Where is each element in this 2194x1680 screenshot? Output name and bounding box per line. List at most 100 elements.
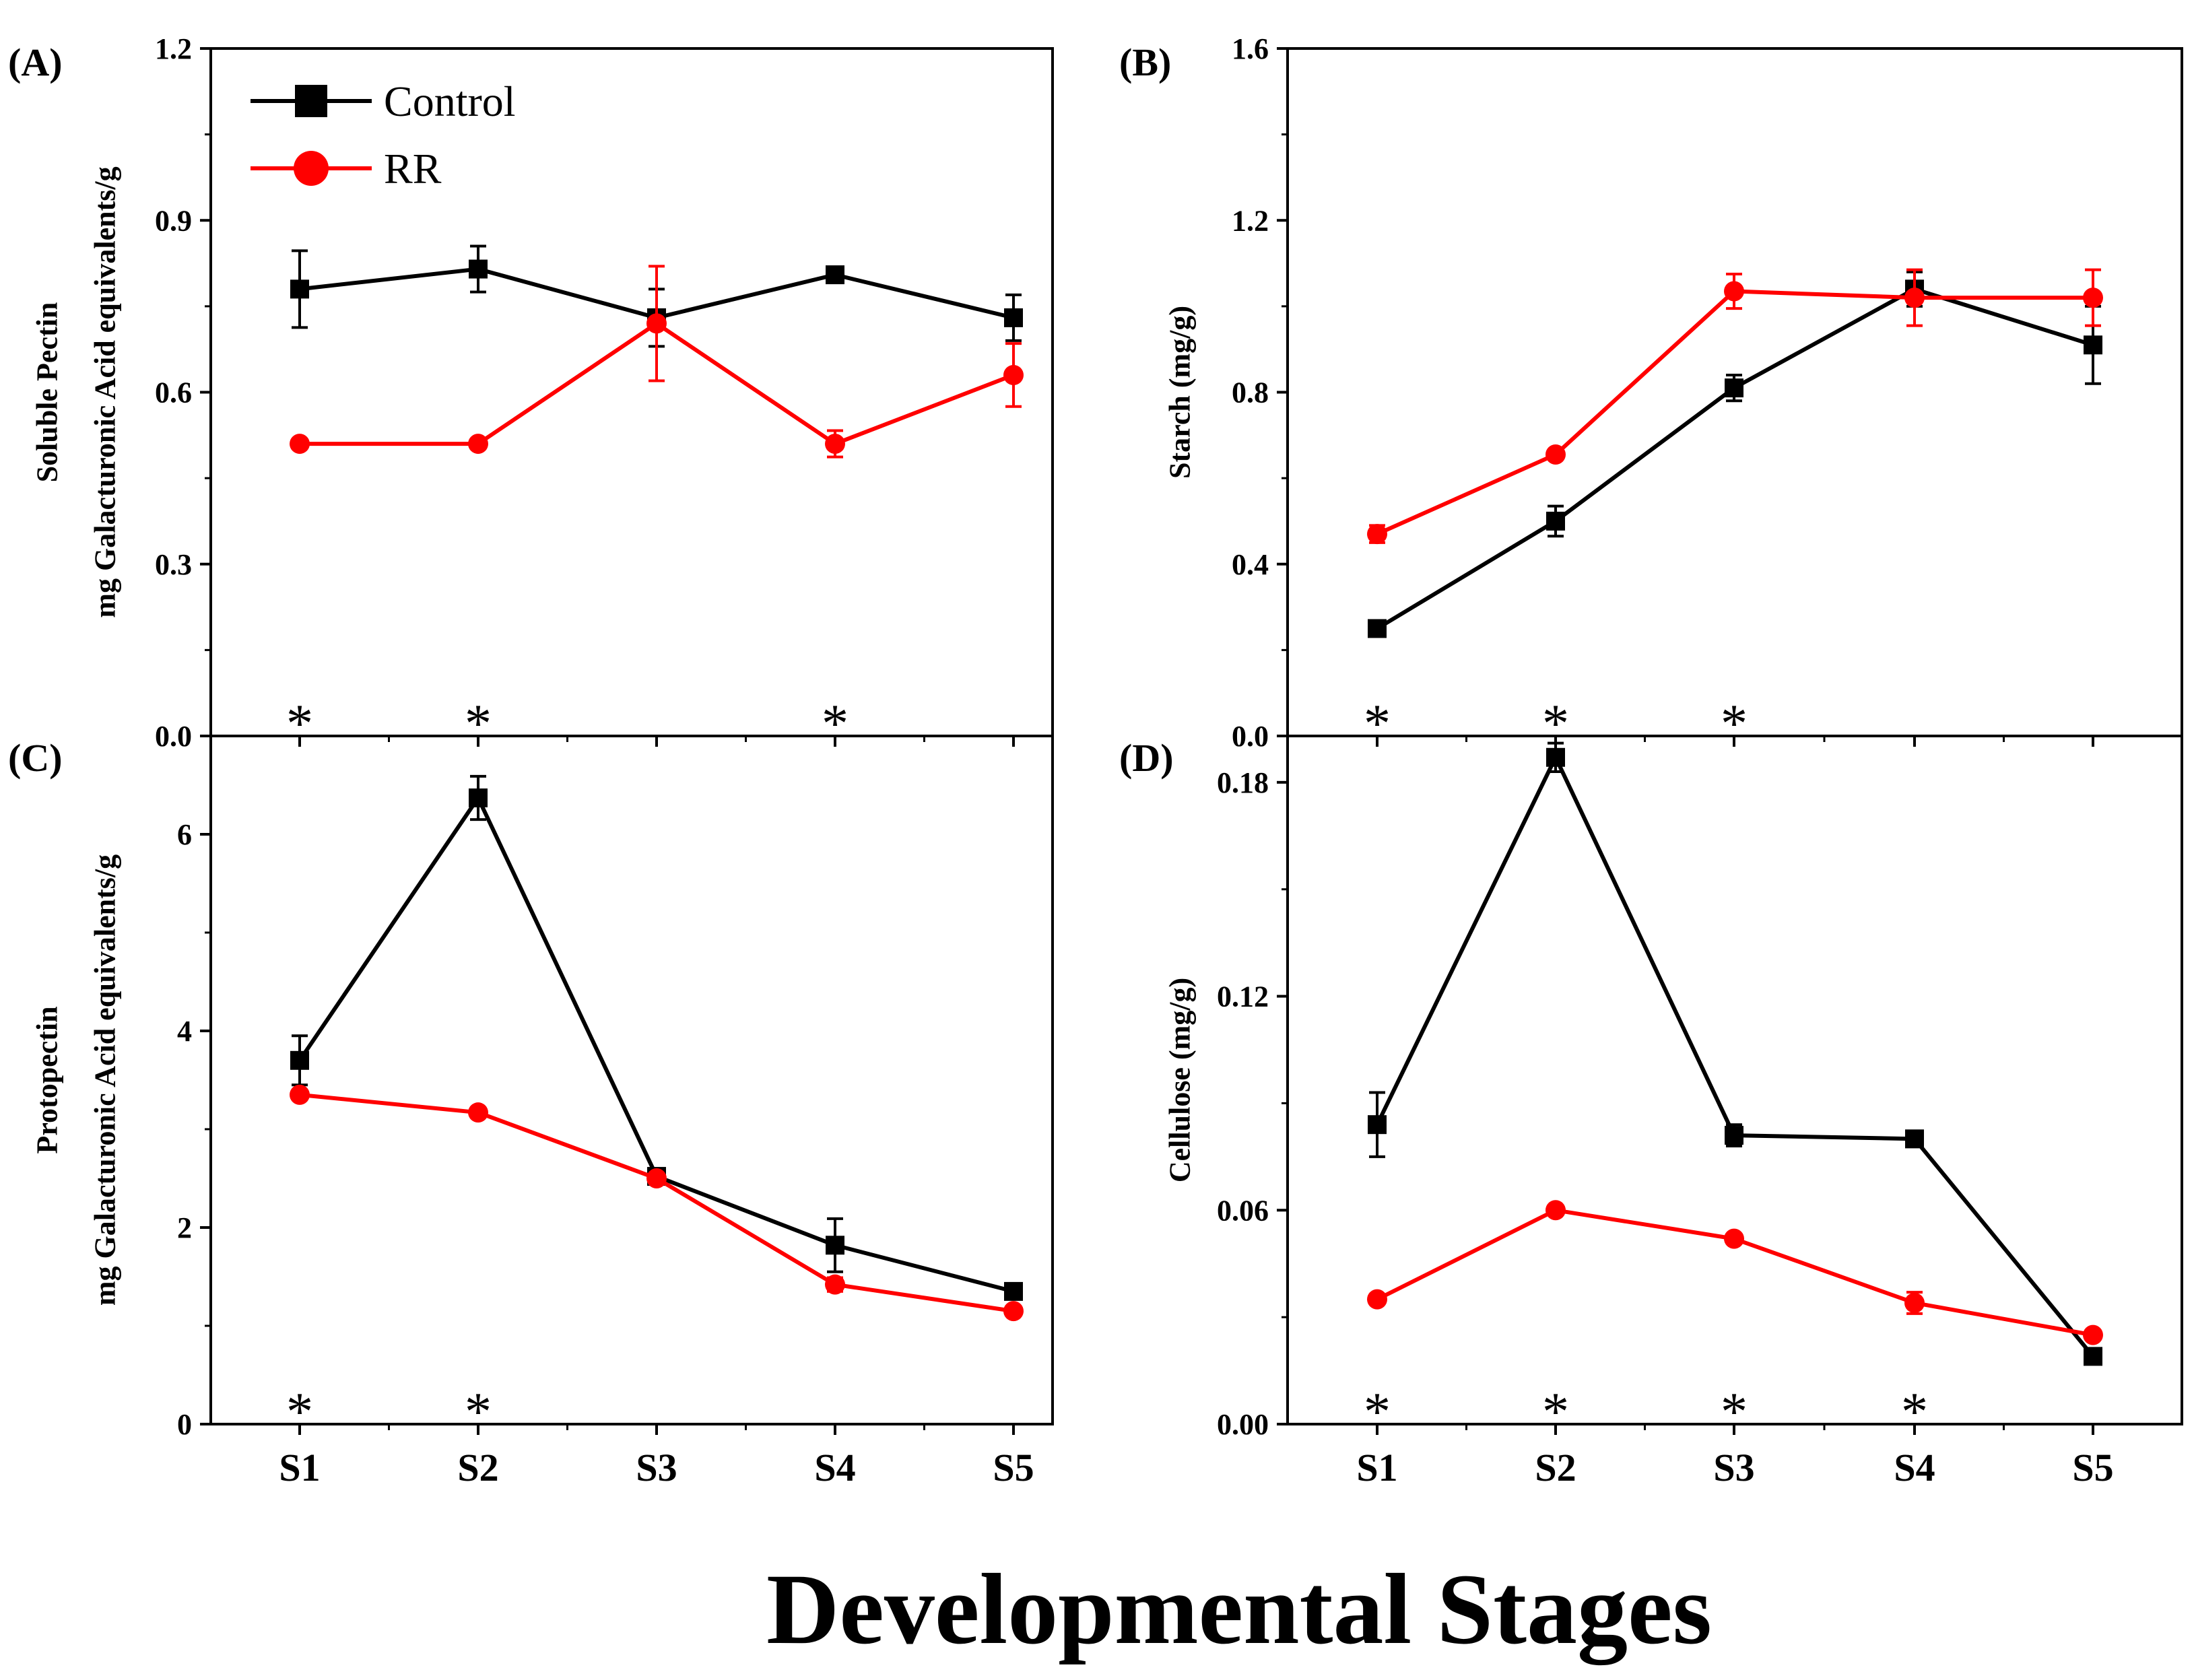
data-point (1004, 1281, 1023, 1301)
data-point (1367, 524, 1387, 545)
plot-frame (1286, 735, 2183, 1425)
x-tick-label: S5 (993, 1446, 1034, 1489)
significance-star: * (1721, 694, 1748, 753)
series-control (1368, 270, 2102, 638)
data-point (646, 313, 667, 334)
panel-label: (C) (8, 736, 63, 780)
y-tick-label: 1.2 (155, 32, 192, 65)
data-point (1367, 1289, 1387, 1310)
significance-star: * (1364, 694, 1391, 753)
data-point (1003, 364, 1024, 385)
plot-frame (209, 735, 1054, 1425)
y-tick-label: 4 (177, 1015, 192, 1048)
y-tick-label: 0.9 (155, 204, 192, 237)
data-point (2083, 1324, 2103, 1345)
series-rr (290, 1084, 1024, 1322)
data-point (826, 1236, 844, 1255)
y-tick-label: 1.2 (1232, 204, 1269, 237)
data-point (1724, 1228, 1744, 1249)
data-point (1904, 1292, 1925, 1313)
data-point (468, 1102, 488, 1123)
x-tick-label: S5 (2072, 1446, 2113, 1489)
figure-x-axis-title: Developmental Stages (766, 1553, 1712, 1665)
series-control (290, 774, 1023, 1301)
significance-star: * (286, 694, 313, 753)
y-tick-label: 0.3 (155, 548, 192, 581)
panel-b: 0.00.40.81.21.6(B)Starch (mg/g)* * * (1119, 32, 2183, 753)
y-tick-label: 0.0 (1232, 720, 1269, 753)
legend-marker (294, 151, 329, 186)
x-tick-label: S2 (1535, 1446, 1576, 1489)
data-point (1368, 1115, 1387, 1135)
y-tick-label: 0.0 (155, 720, 192, 753)
data-point (1724, 281, 1744, 302)
panel-label: (A) (8, 40, 63, 84)
x-tick-label: S1 (279, 1446, 320, 1489)
x-tick-label: S4 (1894, 1446, 1935, 1489)
data-point (1003, 1301, 1024, 1322)
y-axis-title: mg Galacturonic Acid equivalents/g (89, 166, 122, 617)
data-point (826, 265, 844, 285)
panel-label: (B) (1119, 40, 1171, 84)
y-axis-title: Soluble Pectin (31, 302, 64, 483)
significance-star: * (1721, 1382, 1748, 1442)
series-control (1368, 741, 2102, 1366)
data-point (1904, 288, 1925, 308)
x-tick-label: S1 (1356, 1446, 1397, 1489)
panels-layer: 0.0 0.3 0.6 0.9 1.2 (A) Soluble Pectin mg Galac… (8, 32, 2183, 1489)
y-tick-label: 0.00 (1217, 1408, 1269, 1441)
data-point (1545, 444, 1566, 465)
data-point (1545, 1200, 1566, 1221)
y-axis-title: Protopectin (31, 1006, 64, 1153)
series-line (1376, 289, 2093, 536)
series-rr (1367, 1200, 2103, 1345)
legend: Control RR (251, 77, 516, 193)
panel-a: 0.0 0.3 0.6 0.9 1.2 (A) Soluble Pectin mg Galac… (8, 32, 1054, 753)
significance-star: * (1542, 1382, 1569, 1442)
data-point (2084, 335, 2102, 355)
data-point (1725, 1126, 1743, 1145)
data-point (290, 1050, 309, 1070)
y-axis-title: Starch (mg/g) (1164, 306, 1197, 479)
legend-label: Control (384, 77, 516, 125)
data-point (1905, 1129, 1924, 1149)
y-tick-label: 0.12 (1217, 980, 1269, 1013)
significance-star: * (465, 1382, 492, 1442)
data-point (1546, 511, 1565, 531)
data-point (290, 434, 310, 455)
legend-marker (295, 85, 327, 117)
data-point (1725, 378, 1743, 398)
series-line (299, 1092, 1014, 1314)
data-point (468, 434, 488, 455)
data-point (469, 259, 488, 279)
data-point (469, 788, 488, 807)
y-tick-label: 6 (177, 818, 192, 851)
x-tick-label: S2 (457, 1446, 498, 1489)
significance-star: * (1364, 1382, 1391, 1442)
series-line (298, 795, 1014, 1293)
data-point (290, 279, 309, 299)
significance-star: * (465, 694, 492, 753)
series-rr (290, 265, 1024, 459)
panel-c: 0 2 4 6 S1 S2 S3 S4 S5 (C) Protopectin mg Galacturo… (8, 735, 1054, 1489)
data-point (2083, 288, 2103, 308)
significance-star: * (822, 694, 849, 753)
y-axis-title: Cellulose (mg/g) (1164, 978, 1197, 1182)
y-axis-title: mg Galacturonic Acid equivalents/g (89, 854, 122, 1306)
y-tick-label: 0.06 (1217, 1194, 1269, 1227)
data-point (825, 1274, 845, 1295)
x-tick-label: S3 (1713, 1446, 1754, 1489)
significance-star: * (286, 1382, 313, 1442)
y-tick-label: 0.6 (155, 376, 192, 409)
series-control (290, 244, 1023, 348)
legend-label: RR (384, 145, 442, 193)
y-tick-label: 0 (177, 1408, 192, 1441)
y-tick-label: 1.6 (1232, 32, 1269, 65)
significance-star: * (1901, 1382, 1928, 1442)
data-point (1368, 619, 1387, 638)
series-line (1375, 755, 2095, 1358)
data-point (290, 1084, 310, 1105)
panel-d: 0.00 0.06 0.12 0.18 S1 S2 S3 S4 S5 (D) Cellulose (… (1119, 735, 2183, 1489)
plot-frame (209, 47, 1054, 737)
data-point (2084, 1347, 2102, 1366)
